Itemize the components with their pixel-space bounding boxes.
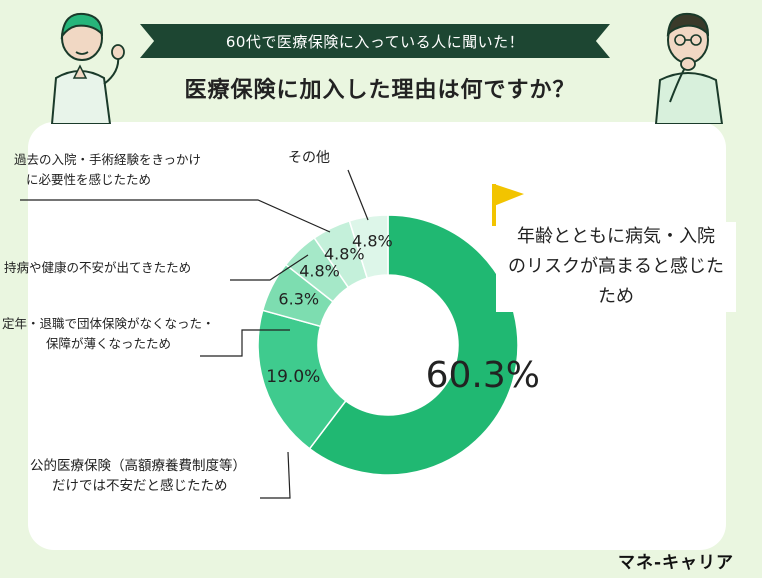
callout-line1: 年齢とともに病気・入院 — [517, 226, 715, 247]
slice-value-label-2: 19.0% — [266, 367, 320, 387]
slice-value-label-5: 4.8% — [324, 245, 365, 264]
flag-icon — [492, 184, 524, 226]
label-hospital-line2: に必要性を感じたため — [26, 172, 152, 187]
survey-banner: 60代で医療保険に入っている人に聞いた！ — [140, 24, 610, 58]
label-chronic: 持病や健康の不安が出てきたため — [4, 260, 192, 275]
label-retire-line2: 保障が薄くなったため — [46, 336, 172, 351]
leader-hospital — [20, 199, 331, 233]
slice-value-label-6: 4.8% — [352, 232, 393, 251]
person-thinking-icon — [654, 12, 724, 124]
label-hospital-line1: 過去の入院・手術経験をきっかけ — [14, 152, 202, 167]
banner-text: 60代で医療保険に入っている人に聞いた！ — [225, 32, 525, 51]
label-retire: 定年・退職で団体保険がなくなった・ 保障が薄くなったため — [2, 314, 215, 354]
label-hospital: 過去の入院・手術経験をきっかけ に必要性を感じたため — [14, 150, 201, 190]
highlight-callout: 年齢とともに病気・入院 のリスクが高まると感じた ため — [496, 222, 736, 312]
callout-line3: ため — [598, 286, 634, 307]
label-public-line1: 公的医療保険（高額療養費制度等） — [30, 458, 246, 474]
label-public: 公的医療保険（高額療養費制度等） だけでは不安だと感じたため — [30, 456, 246, 496]
leader-public — [260, 451, 291, 499]
page-title: 医療保険に加入した理由は何ですか？ — [184, 78, 576, 103]
label-other: その他 — [288, 150, 330, 166]
leader-retire — [200, 329, 290, 357]
slice-value-label-4: 4.8% — [299, 262, 340, 281]
slice-value-label-1: 60.3% — [426, 355, 540, 396]
donut-slice-6 — [348, 214, 389, 280]
label-retire-line1: 定年・退職で団体保険がなくなった・ — [2, 316, 215, 331]
person-pointing-icon — [50, 12, 125, 124]
leader-other — [347, 169, 369, 221]
donut-slice-2 — [257, 309, 347, 450]
slice-value-label-3: 6.3% — [278, 289, 319, 308]
brand-logo: マネ-キャリア — [618, 553, 735, 573]
chart-card — [28, 122, 726, 550]
leader-chronic — [230, 254, 309, 281]
label-public-line2: だけでは不安だと感じたため — [52, 478, 228, 494]
callout-line2: のリスクが高まると感じた — [508, 256, 724, 277]
